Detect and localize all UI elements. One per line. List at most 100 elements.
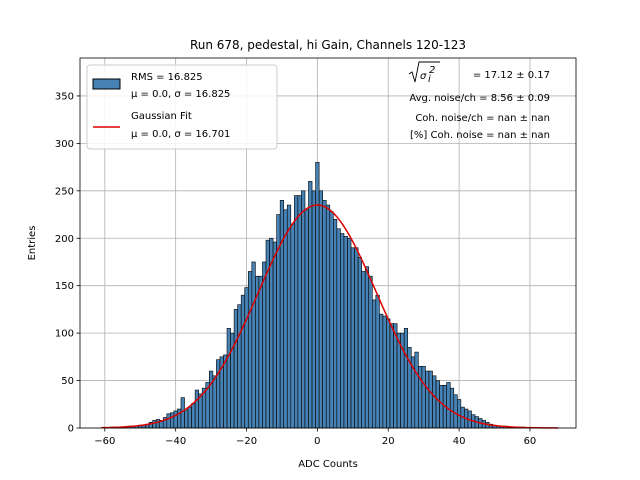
histogram-bar [435,380,440,429]
y-tick-label: 50 [61,376,74,387]
noise-annotations: σ 2 i = 17.12 ± 0.17 Avg. noise/ch = 8.5… [408,61,550,141]
total-noise-value: = 17.12 ± 0.17 [473,70,550,81]
histogram-bar [421,366,426,429]
x-tick-label: −40 [165,436,186,447]
histogram-bar [379,313,384,429]
histogram-bar [428,370,433,429]
histogram-bar [364,266,370,429]
histogram-bar [286,204,292,429]
histogram-bar [233,309,238,429]
histogram-bar [386,318,391,429]
histogram-bar [449,387,455,429]
legend-histogram-label: RMS = 16.825 [131,72,203,83]
histogram-bar [389,323,394,429]
histogram-bar [354,247,359,429]
legend-box [86,64,278,150]
legend: RMS = 16.825 μ = 0.0, σ = 16.825 Gaussia… [86,64,278,150]
histogram-bar [198,393,203,429]
histogram-bar [403,328,409,429]
histogram-bar [357,256,362,429]
histogram-bar [340,233,345,429]
histogram-bar [333,218,338,429]
y-tick-label: 250 [55,186,74,197]
histogram-bar [209,370,214,429]
avg-noise-text: Avg. noise/ch = 8.56 ± 0.09 [409,93,550,104]
histogram-bar [414,351,419,429]
histogram-bar [283,209,288,429]
x-axis-label: ADC Counts [298,459,358,470]
histogram-bar [457,399,462,429]
histogram-bar [318,190,323,429]
histogram-bar [343,236,348,429]
histogram-bar [446,382,451,429]
histogram-bar [315,162,320,429]
histogram-bar [371,299,377,429]
histogram-bar [301,190,306,429]
plot-frame [79,57,577,429]
x-tick-label: −20 [236,436,257,447]
histogram-bar [166,413,171,429]
histogram-bar [226,328,231,429]
histogram-bar [382,315,387,429]
histogram-bar [237,304,242,429]
histogram-bar [361,271,366,429]
histogram-bar [304,209,309,429]
histogram-bar [368,275,373,429]
histogram-bar [432,375,437,429]
histogram-bar [152,420,157,429]
legend-histogram-swatch [92,78,121,90]
histogram-bar [272,241,277,429]
histogram-bar [223,354,228,429]
y-tick-label: 0 [68,424,74,435]
x-tick-label: −60 [94,436,115,447]
x-tick-label: 20 [382,436,395,447]
histogram-bar [453,394,458,429]
histogram-bar [251,261,256,429]
histogram-bar [184,409,189,429]
histogram-bar [212,375,217,429]
histogram-bar [279,200,285,429]
y-tick-label: 150 [55,281,74,292]
x-tick-label: 40 [453,436,466,447]
sigma-superscript: 2 [429,65,435,76]
histogram-bar [375,294,380,429]
gaussian-fit-curve [101,204,559,429]
histogram-bar [396,332,401,429]
histogram-bar [425,370,430,429]
histogram-bar [311,190,316,429]
legend-histogram-stats: μ = 0.0, σ = 16.825 [131,89,230,100]
histogram-bar [191,403,196,429]
histogram-bar [336,228,341,429]
histogram-bar [244,287,249,429]
chart-title: Run 678, pedestal, hi Gain, Channels 120… [190,38,466,52]
x-axis-ticks: −60 −40 −20 0 20 40 60 [94,428,536,447]
histogram-bar [325,204,331,429]
sigma-symbol: σ [420,71,427,82]
histogram-bar [294,195,299,429]
histogram-bar [258,275,263,429]
histogram-bar [187,406,192,429]
histogram-bar [155,419,161,429]
histogram-bar [262,261,267,429]
histogram-bar [350,247,355,429]
legend-fit-stats: μ = 0.0, σ = 16.701 [131,129,230,140]
histogram-bar [329,211,334,429]
histogram-bar [240,294,246,429]
histogram-bar [216,359,221,429]
x-tick-label: 60 [524,436,537,447]
histogram-bar [308,181,313,429]
y-axis-label: Entries [27,226,38,261]
y-tick-label: 300 [55,139,74,150]
y-axis-ticks: 0 50 100 150 200 250 300 350 [55,91,80,435]
sigma-subscript: i [428,74,431,85]
histogram-bar [322,200,327,429]
histogram-bar [290,223,295,429]
histogram-bar [194,389,199,429]
sqrt-icon [408,61,440,83]
sigma-sqrt-formula: σ 2 i [408,61,440,85]
histogram-bar [173,410,178,429]
histogram-bar [393,323,398,429]
legend-fit-label: Gaussian Fit [131,111,192,122]
y-tick-label: 200 [55,234,74,245]
